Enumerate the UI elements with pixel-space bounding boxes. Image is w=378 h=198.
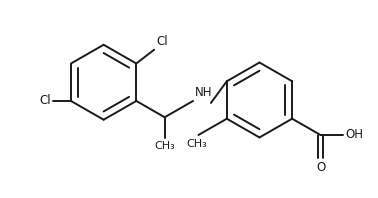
Text: Cl: Cl xyxy=(39,94,51,108)
Text: O: O xyxy=(316,161,325,174)
Text: OH: OH xyxy=(345,129,363,142)
Text: NH: NH xyxy=(195,86,212,99)
Text: Cl: Cl xyxy=(156,35,168,48)
Text: CH₃: CH₃ xyxy=(154,141,175,151)
Text: CH₃: CH₃ xyxy=(186,139,207,149)
